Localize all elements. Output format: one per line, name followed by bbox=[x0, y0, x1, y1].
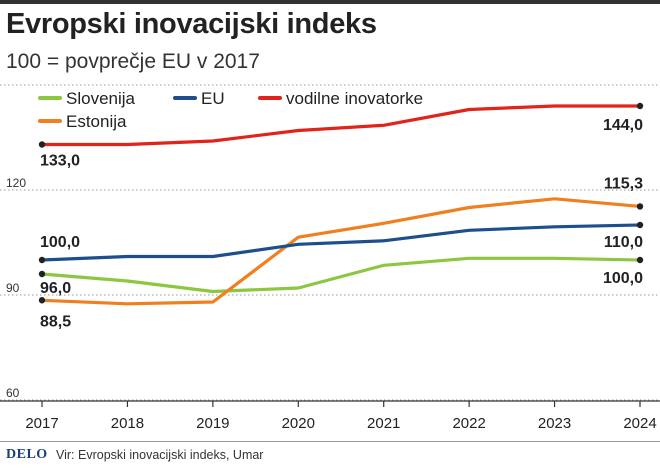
start-dot-vodilne-inovatorke bbox=[38, 141, 46, 148]
y-tick-label: 60 bbox=[6, 386, 20, 400]
start-dot-slovenija bbox=[38, 270, 46, 278]
legend-label-eu: EU bbox=[201, 89, 225, 108]
end-dot-eu bbox=[636, 221, 644, 229]
delo-logo: DELO bbox=[6, 447, 48, 462]
end-dot-estonija bbox=[636, 203, 644, 210]
start-value-label: 88,5 bbox=[40, 313, 71, 330]
end-value-label: 115,3 bbox=[604, 175, 643, 192]
x-tick-label: 2024 bbox=[623, 415, 656, 432]
series-lines bbox=[40, 104, 642, 306]
series-line-slovenija bbox=[40, 256, 642, 294]
x-tick-label: 2023 bbox=[538, 415, 571, 432]
y-tick-label: 120 bbox=[6, 176, 26, 190]
x-tick-label: 2020 bbox=[282, 415, 315, 432]
x-tick-label: 2022 bbox=[452, 415, 485, 432]
series-line-eu bbox=[40, 223, 642, 262]
series-line-vodilne-inovatorke bbox=[40, 104, 642, 147]
grid-layer: 60 90 120 bbox=[0, 84, 660, 401]
legend-label-estonija: Estonija bbox=[66, 112, 127, 131]
series-line-estonija bbox=[40, 197, 642, 306]
top-rule bbox=[0, 0, 660, 4]
x-tick-label: 2017 bbox=[25, 415, 58, 432]
y-tick-label: 90 bbox=[6, 281, 20, 295]
end-value-label: 110,0 bbox=[604, 234, 643, 251]
legend-label-vodilne-inovatorke: vodilne inovatorke bbox=[286, 89, 423, 108]
end-value-label: 144,0 bbox=[603, 117, 643, 134]
start-dot-estonija bbox=[38, 297, 46, 304]
x-tick-label: 2018 bbox=[111, 415, 144, 432]
x-axis: 2017 2018 2019 2020 2021 2022 2023 2024 bbox=[0, 400, 660, 432]
x-tick-label: 2021 bbox=[367, 415, 400, 432]
start-value-label: 100,0 bbox=[40, 234, 80, 251]
end-dot-vodilne-inovatorke bbox=[636, 102, 644, 110]
chart-title: Evropski inovacijski indeks bbox=[6, 8, 377, 40]
end-value-label: 100,0 bbox=[603, 270, 643, 287]
chart-subtitle: 100 = povprečje EU v 2017 bbox=[6, 50, 260, 73]
source-note: Vir: Evropski inovacijski indeks, Umar bbox=[56, 448, 264, 462]
line-chart: 60 90 120 96,0 100,0 100,0 110,0 133,0 144,0 88,… bbox=[0, 84, 660, 432]
start-value-label: 96,0 bbox=[40, 280, 71, 297]
footer: DELO Vir: Evropski inovacijski indeks, U… bbox=[0, 441, 660, 473]
legend: Slovenija EU vodilne inovatorke Estonija bbox=[38, 89, 423, 131]
end-dot-slovenija bbox=[636, 256, 644, 264]
legend-label-slovenija: Slovenija bbox=[66, 89, 136, 108]
start-dot-eu bbox=[38, 256, 46, 264]
x-tick-label: 2019 bbox=[196, 415, 229, 432]
series-labels: 96,0 100,0 100,0 110,0 133,0 144,0 88,5 115,3 bbox=[38, 102, 644, 330]
start-value-label: 133,0 bbox=[40, 153, 80, 170]
